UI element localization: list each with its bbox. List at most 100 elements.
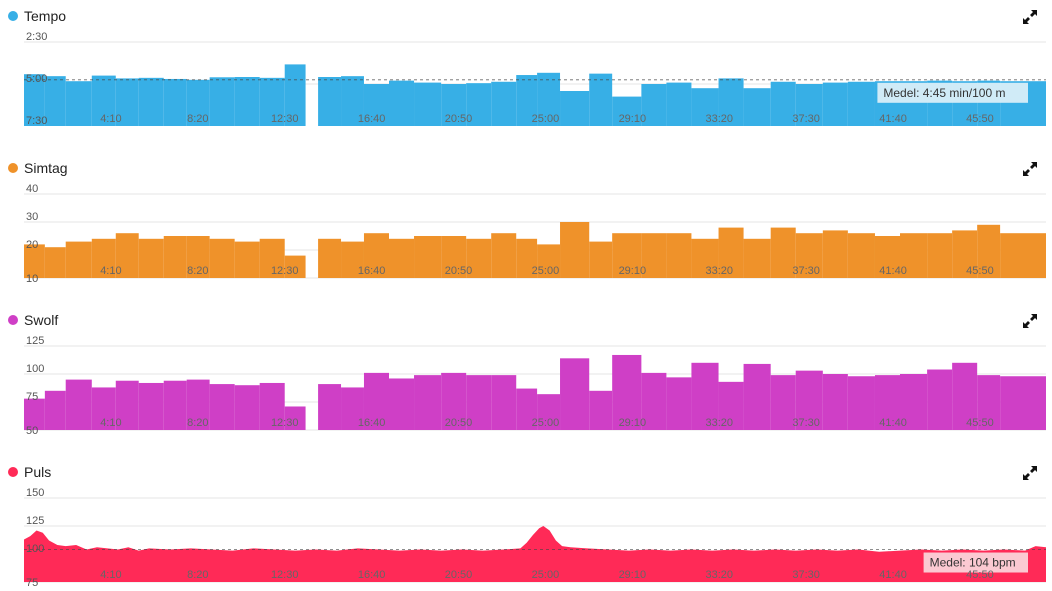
- bar: [977, 224, 1001, 278]
- bar: [138, 238, 164, 278]
- bar: [466, 83, 492, 126]
- x-tick-label: 41:40: [879, 265, 907, 277]
- bar: [65, 241, 92, 278]
- x-tick-label: 8:20: [187, 265, 208, 277]
- bar: [163, 236, 187, 278]
- bar: [44, 390, 66, 430]
- bar: [491, 375, 517, 430]
- panel-title-text: Swolf: [24, 312, 59, 328]
- bar: [284, 255, 306, 278]
- bar: [138, 382, 164, 430]
- series-dot-icon: [8, 11, 18, 21]
- bar: [952, 230, 978, 278]
- bar: [560, 358, 590, 430]
- bar: [115, 380, 139, 430]
- bar: [641, 233, 667, 278]
- chart-panel-simtag: Simtag 10 20 30 40 4:10 8:20 12:30 16:40 20:50 25…: [0, 158, 1052, 298]
- panel-title: Tempo: [8, 6, 66, 26]
- y-tick-label: 50: [26, 425, 38, 437]
- panel-title: Puls: [8, 462, 51, 482]
- x-tick-label: 16:40: [358, 417, 386, 429]
- bar: [822, 82, 848, 126]
- bar: [743, 363, 771, 430]
- bar: [44, 76, 66, 126]
- bar: [65, 379, 92, 430]
- bar: [363, 372, 389, 430]
- bar: [927, 233, 953, 278]
- bar: [927, 369, 953, 430]
- bar: [691, 88, 719, 126]
- x-tick-label: 45:50: [966, 265, 994, 277]
- chart-panel-swolf: Swolf 50 75 100 125 4:10 8:20 12:30 16:40 20:50 2…: [0, 310, 1052, 450]
- bar: [91, 387, 116, 430]
- x-tick-label: 16:40: [358, 569, 386, 581]
- x-tick-label: 33:20: [705, 113, 733, 125]
- bar: [44, 247, 66, 278]
- bar: [318, 238, 342, 278]
- y-tick-label: 75: [26, 391, 38, 403]
- bar: [441, 236, 467, 278]
- panel-title: Simtag: [8, 158, 68, 178]
- bar: [91, 75, 116, 126]
- bar: [491, 81, 517, 126]
- bar: [743, 238, 771, 278]
- bar: [666, 233, 692, 278]
- swolf-chart: 50 75 100 125 4:10 8:20 12:30 16:40 20:50 25:00 29…: [24, 335, 1046, 437]
- bar: [389, 80, 415, 126]
- bar: [641, 84, 667, 126]
- x-tick-label: 20:50: [445, 113, 473, 125]
- bar: [770, 227, 796, 278]
- expand-icon[interactable]: [1022, 161, 1038, 177]
- puls-chart: Medel: 104 bpm 75 100 125 150 4:10 8:20 12:30 16…: [24, 487, 1046, 589]
- average-label: Medel: 4:45 min/100 m: [883, 86, 1005, 100]
- y-tick-label: 150: [26, 487, 44, 499]
- bar: [537, 394, 561, 430]
- bar: [318, 77, 342, 126]
- x-tick-label: 16:40: [358, 113, 386, 125]
- bar: [560, 222, 590, 278]
- bar: [612, 354, 642, 430]
- bar: [441, 84, 467, 126]
- bar: [389, 238, 415, 278]
- bar: [341, 241, 364, 278]
- bar: [466, 238, 492, 278]
- x-tick-label: 29:10: [619, 113, 647, 125]
- expand-icon[interactable]: [1022, 9, 1038, 25]
- expand-icon[interactable]: [1022, 465, 1038, 481]
- bar: [537, 72, 561, 126]
- x-tick-label: 29:10: [619, 417, 647, 429]
- x-tick-label: 41:40: [879, 417, 907, 429]
- bar: [1000, 376, 1046, 430]
- y-tick-label: 125: [26, 515, 44, 527]
- series-dot-icon: [8, 163, 18, 173]
- bar: [259, 77, 285, 126]
- bar: [822, 230, 848, 278]
- bar: [1000, 233, 1046, 278]
- x-tick-label: 33:20: [705, 265, 733, 277]
- bar: [666, 82, 692, 126]
- series-dot-icon: [8, 467, 18, 477]
- x-tick-label: 4:10: [100, 265, 121, 277]
- x-tick-label: 29:10: [619, 569, 647, 581]
- bar: [795, 84, 823, 126]
- bar: [847, 81, 875, 126]
- bar: [65, 81, 92, 126]
- bar: [363, 233, 389, 278]
- x-tick-label: 41:40: [879, 113, 907, 125]
- x-tick-label: 20:50: [445, 417, 473, 429]
- expand-icon[interactable]: [1022, 313, 1038, 329]
- chart-panel-tempo: Tempo Medel: 4:45 min/100 m 2:30 5:00 7:30 4…: [0, 6, 1052, 146]
- y-tick-label: 125: [26, 335, 44, 347]
- bar: [186, 379, 210, 430]
- x-tick-label: 33:20: [705, 569, 733, 581]
- bar: [589, 390, 613, 430]
- bar: [491, 233, 517, 278]
- bar: [341, 387, 364, 430]
- y-tick-label: 10: [26, 273, 38, 285]
- x-tick-label: 37:30: [792, 417, 820, 429]
- bar: [874, 236, 900, 278]
- bar: [977, 375, 1001, 430]
- bar: [612, 233, 642, 278]
- bar: [24, 398, 45, 430]
- bar: [847, 376, 875, 430]
